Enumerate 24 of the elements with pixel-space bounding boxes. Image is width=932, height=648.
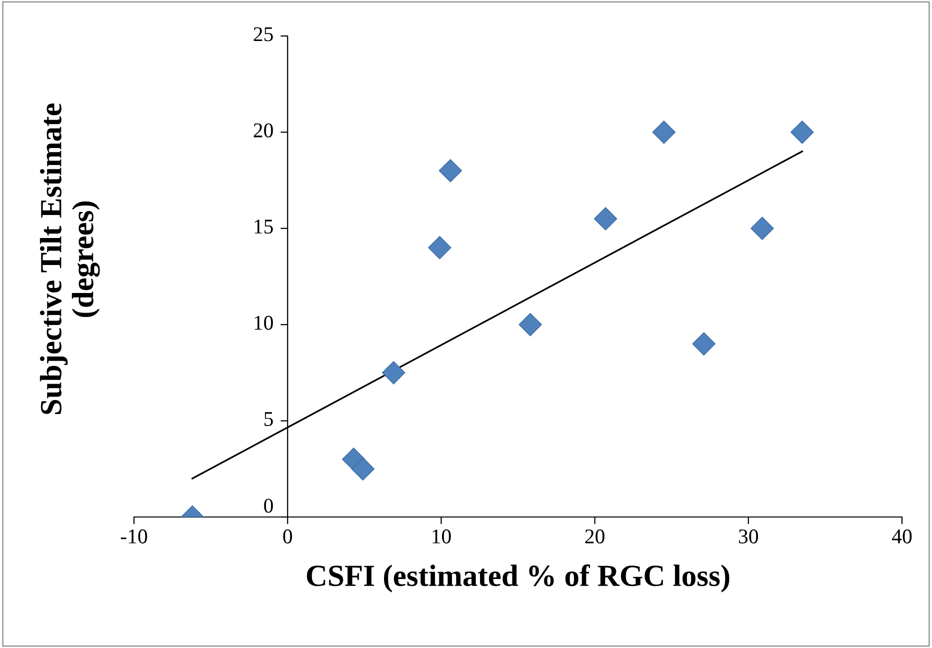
point [428, 236, 452, 260]
y-axis-title: Subjective Tilt Estimate (degrees) [40, 104, 100, 414]
x-axis-title: CSFI (estimated % of RGC loss) [306, 564, 730, 592]
x-tick-label: 40 [892, 529, 912, 544]
y-tick-label: 15 [254, 220, 273, 234]
point [351, 457, 374, 481]
x-tick-label: 10 [432, 529, 451, 544]
point [382, 361, 406, 384]
y-tick-label: 10 [254, 316, 273, 330]
y-tick-label: 0 [264, 498, 273, 513]
x-tick-label: 20 [585, 529, 604, 544]
y-tick-label: 5 [264, 412, 273, 426]
point [652, 120, 676, 144]
x-tick-label: 0 [283, 529, 292, 544]
point [692, 332, 716, 356]
y-tick-label: 20 [254, 123, 273, 138]
point [750, 216, 774, 240]
y-tick-label: 25 [254, 27, 273, 42]
point [438, 159, 462, 182]
x-tick-label: 30 [738, 529, 758, 544]
point [518, 312, 542, 336]
x-tick-label: -10 [120, 529, 148, 544]
point [594, 207, 618, 230]
point [790, 120, 814, 144]
